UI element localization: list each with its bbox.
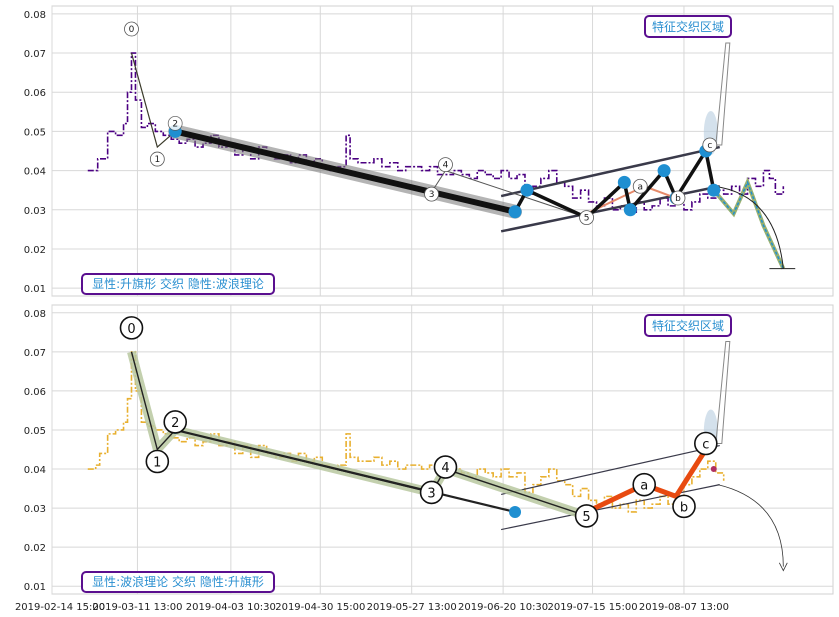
wave-label: 2 — [172, 119, 178, 129]
wave-label-circle — [632, 178, 648, 194]
x-tick-label: 2019-05-27 13:00 — [367, 602, 457, 613]
y-tick-label: 0.05 — [24, 426, 46, 437]
wave-label: b — [675, 194, 681, 204]
price-line — [87, 52, 785, 215]
forecast-arrow — [717, 484, 784, 567]
y-tick-label: 0.04 — [24, 167, 46, 178]
wave-label: c — [707, 141, 712, 151]
wave-branch — [174, 428, 516, 514]
plot-frame — [51, 304, 834, 595]
y-tick-label: 0.01 — [24, 284, 46, 295]
wave-label: a — [637, 182, 643, 192]
pattern-caption: 显性:波浪理论 交织 隐性:升旗形 — [92, 574, 264, 589]
y-tick-label: 0.04 — [24, 465, 46, 476]
wave-node — [509, 505, 522, 518]
y-tick-label: 0.07 — [24, 49, 46, 60]
pattern-caption: 显性:升旗形 交织 隐性:波浪理论 — [92, 276, 264, 291]
wave-label: 5 — [584, 214, 590, 224]
pattern-caption-box — [81, 571, 275, 593]
feature-title-box — [644, 15, 732, 38]
wave-label-circle — [672, 494, 696, 519]
wave-label: a — [640, 479, 648, 494]
wave-label-circle — [124, 21, 139, 37]
wave-label: 1 — [154, 155, 160, 165]
wave-node — [520, 183, 534, 197]
y-tick-label: 0.08 — [24, 10, 46, 21]
channel-line — [500, 145, 720, 198]
x-tick-label: 2019-02-14 15:00 — [15, 602, 105, 613]
x-tick-label: 2019-04-30 15:00 — [275, 602, 365, 613]
wave-label: 0 — [127, 322, 135, 337]
forecast-line — [713, 180, 784, 269]
x-tick-label: 2019-03-11 13:00 — [92, 602, 182, 613]
wave-label-circle — [632, 472, 657, 497]
wave-label-circle — [574, 504, 599, 528]
wave-label: 2 — [171, 416, 179, 431]
wave-label: 5 — [582, 510, 590, 525]
pattern-caption-box — [81, 273, 275, 295]
feature-pointer — [715, 42, 731, 146]
arrow-head — [778, 562, 788, 572]
y-tick-label: 0.03 — [24, 504, 46, 515]
wave-label-circle — [579, 210, 594, 226]
wave-label: 4 — [443, 161, 449, 171]
wave-label-circle — [424, 186, 439, 202]
panel-top: 0.01 0.02 0.03 0.04 0.05 0.06 0.07 0.08 0 1 2 5 b c 4 3… — [24, 5, 834, 297]
x-tick-label: 2019-06-20 10:30 — [458, 602, 548, 613]
y-tick-label: 0.03 — [24, 206, 46, 217]
panel-bottom: 0.01 0.02 0.03 0.04 0.05 0.06 0.07 0.08 0 1 2 34 5 a b… — [24, 304, 834, 595]
wave-label: 4 — [441, 461, 449, 476]
feature-title: 特征交织区域 — [652, 19, 724, 34]
price-line — [87, 351, 725, 513]
wave-label-circle — [694, 431, 718, 456]
wave-label: c — [702, 438, 709, 453]
wave-label-circle — [119, 316, 144, 340]
wave-label: 3 — [427, 486, 435, 501]
feature-title-box — [644, 314, 732, 337]
wave-label: b — [680, 500, 688, 515]
y-tick-label: 0.06 — [24, 88, 46, 99]
channel-line — [501, 484, 720, 531]
trend-line — [174, 128, 516, 215]
abc-line — [585, 448, 708, 515]
y-tick-label: 0.02 — [24, 543, 46, 554]
wave-label: 1 — [153, 456, 161, 471]
wave-label-circle — [145, 449, 170, 474]
wave-label-circle — [167, 116, 183, 131]
feature-point — [710, 466, 717, 473]
y-tick-label: 0.07 — [24, 348, 46, 359]
feature-title: 特征交织区域 — [652, 318, 724, 333]
wave-node — [623, 203, 637, 217]
plot-frame — [51, 5, 834, 297]
wave-node — [657, 164, 671, 178]
wave-label-circle — [670, 190, 686, 206]
y-tick-label: 0.02 — [24, 245, 46, 256]
wave-label-circle — [149, 151, 165, 167]
wave-label: 3 — [429, 190, 435, 200]
wave-node — [508, 205, 522, 219]
channel-line — [500, 445, 720, 495]
wave-thin-line — [130, 52, 176, 149]
wave-node — [707, 183, 721, 197]
x-tick-label: 2019-07-15 15:00 — [547, 602, 637, 613]
y-tick-label: 0.01 — [24, 582, 46, 593]
wave-label-circle — [702, 137, 718, 153]
wave-node — [617, 175, 631, 189]
x-tick-label: 2019-08-07 13:00 — [639, 602, 729, 613]
wave-label-circle — [433, 455, 458, 479]
x-tick-label: 2019-04-03 10:30 — [186, 602, 276, 613]
y-tick-label: 0.05 — [24, 127, 46, 138]
y-tick-label: 0.06 — [24, 387, 46, 398]
feature-pointer — [715, 341, 731, 444]
y-tick-label: 0.08 — [24, 309, 46, 320]
forecast-arrow — [713, 185, 784, 269]
wave-label-circle — [419, 480, 444, 505]
wave-label: 0 — [129, 25, 135, 35]
wave-label-circle — [438, 157, 453, 172]
wave-label-circle — [163, 410, 188, 434]
